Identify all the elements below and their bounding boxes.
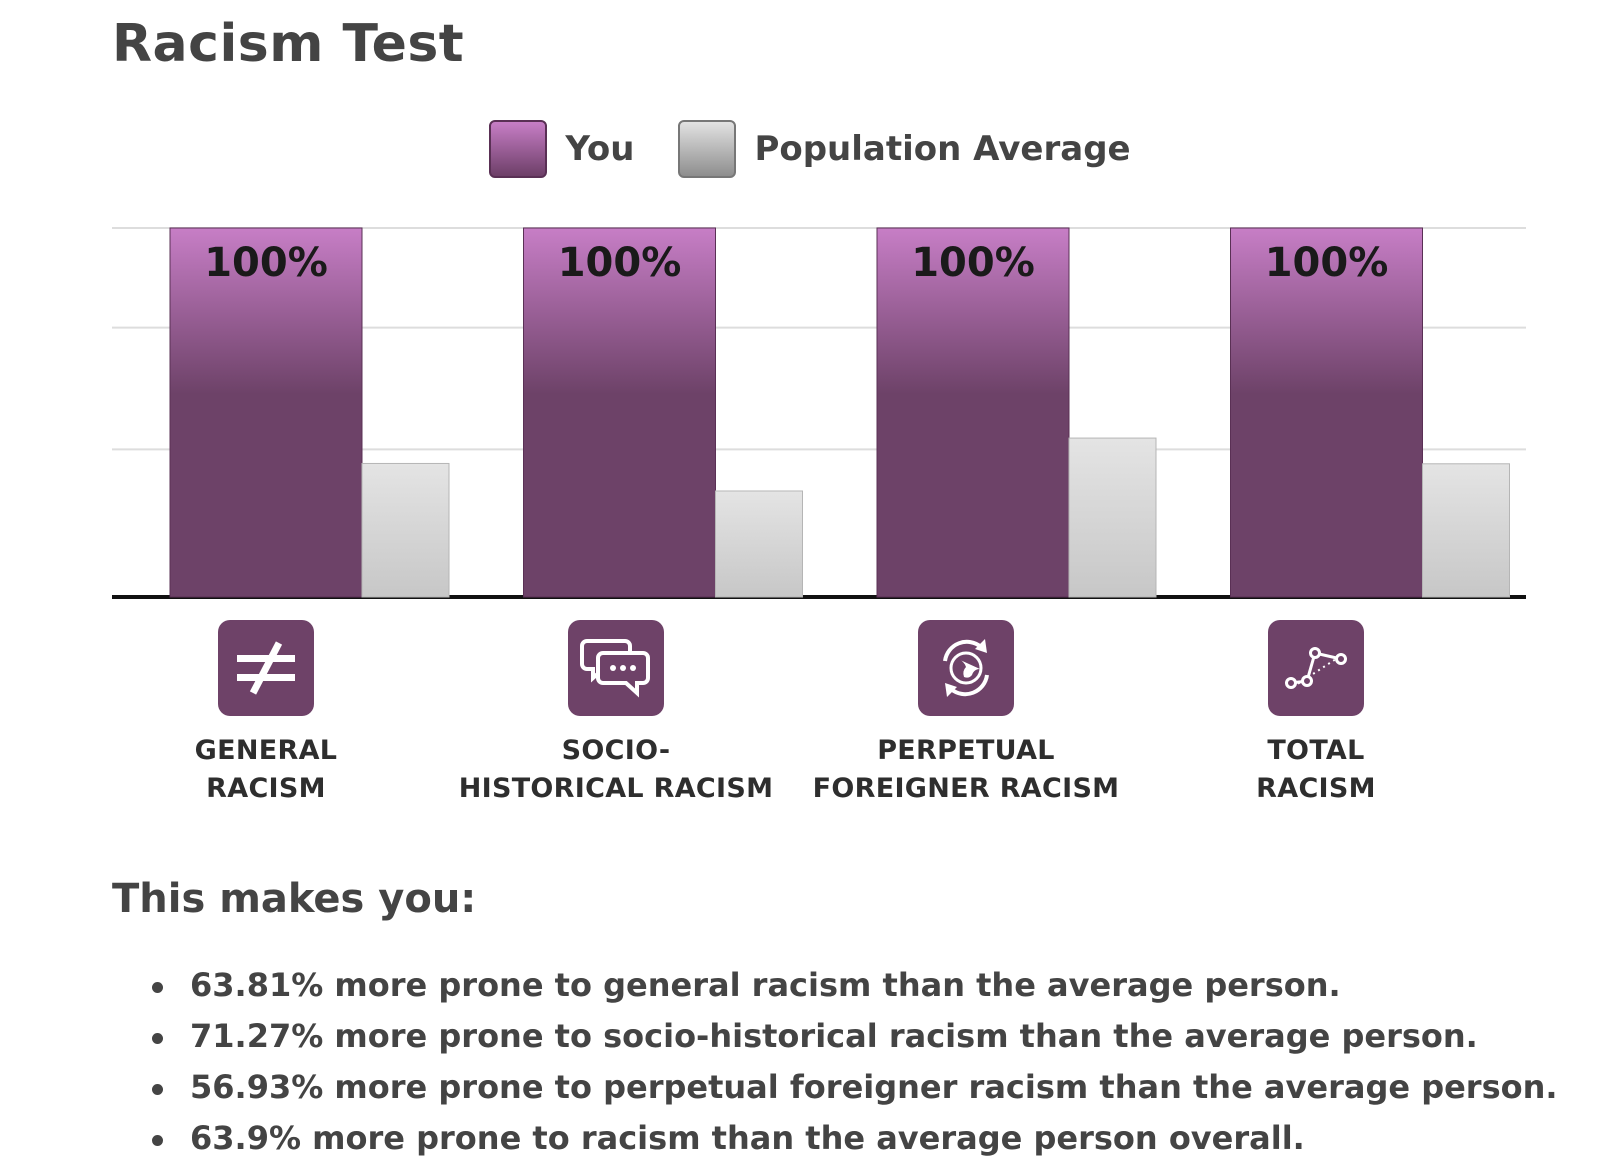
- bar-value-label: 100%: [558, 240, 682, 286]
- page-title: Racism Test: [112, 14, 465, 74]
- list-item: 71.27% more prone to socio-historical ra…: [152, 1011, 1558, 1062]
- category-label: SOCIO- HISTORICAL RACISM: [458, 735, 774, 804]
- results-subtitle: This makes you:: [112, 876, 477, 922]
- bar-value-label: 100%: [204, 240, 328, 286]
- category-total-racism: TOTAL RACISM: [1156, 620, 1476, 808]
- bar-population-average: [361, 462, 450, 598]
- scatter-trend-icon: [1268, 620, 1364, 716]
- legend-item-you: You: [489, 120, 634, 178]
- bar-population-average: [1422, 463, 1510, 598]
- bar-value-label: 100%: [911, 240, 1035, 286]
- bar-value-label: 100%: [1265, 240, 1389, 286]
- speech-bubbles-icon: [568, 620, 664, 716]
- legend-swatch-population-average: [678, 120, 737, 178]
- bar-chart: 100% 100% 100% 100%: [112, 227, 1526, 599]
- bar-you: [169, 227, 363, 598]
- globe-cycle-icon: [918, 620, 1014, 716]
- legend-swatch-you: [489, 120, 548, 178]
- bar-you: [876, 227, 1070, 598]
- category-socio-historical-racism: SOCIO- HISTORICAL RACISM: [456, 620, 776, 808]
- legend-item-population-average: Population Average: [678, 120, 1131, 178]
- list-item: 63.81% more prone to general racism than…: [152, 960, 1558, 1011]
- category-perpetual-foreigner-racism: PERPETUAL FOREIGNER RACISM: [806, 620, 1126, 808]
- bar-population-average: [1068, 437, 1157, 598]
- chart-legend: You Population Average: [0, 120, 1620, 178]
- bar-you: [1230, 227, 1423, 598]
- category-label: TOTAL RACISM: [1256, 735, 1376, 804]
- results-list: 63.81% more prone to general racism than…: [112, 960, 1558, 1164]
- category-label: PERPETUAL FOREIGNER RACISM: [812, 735, 1120, 804]
- category-axis: GENERAL RACISM SOCIO- HISTORICAL RACISM: [0, 620, 1620, 820]
- bar-population-average: [715, 490, 803, 598]
- category-label: GENERAL RACISM: [194, 735, 338, 804]
- category-general-racism: GENERAL RACISM: [106, 620, 426, 808]
- list-item: 63.9% more prone to racism than the aver…: [152, 1113, 1558, 1164]
- bar-you: [523, 227, 716, 598]
- legend-label-population-average: Population Average: [754, 129, 1131, 169]
- not-equal-icon: [218, 620, 314, 716]
- legend-label-you: You: [565, 129, 635, 169]
- list-item: 56.93% more prone to perpetual foreigner…: [152, 1062, 1558, 1113]
